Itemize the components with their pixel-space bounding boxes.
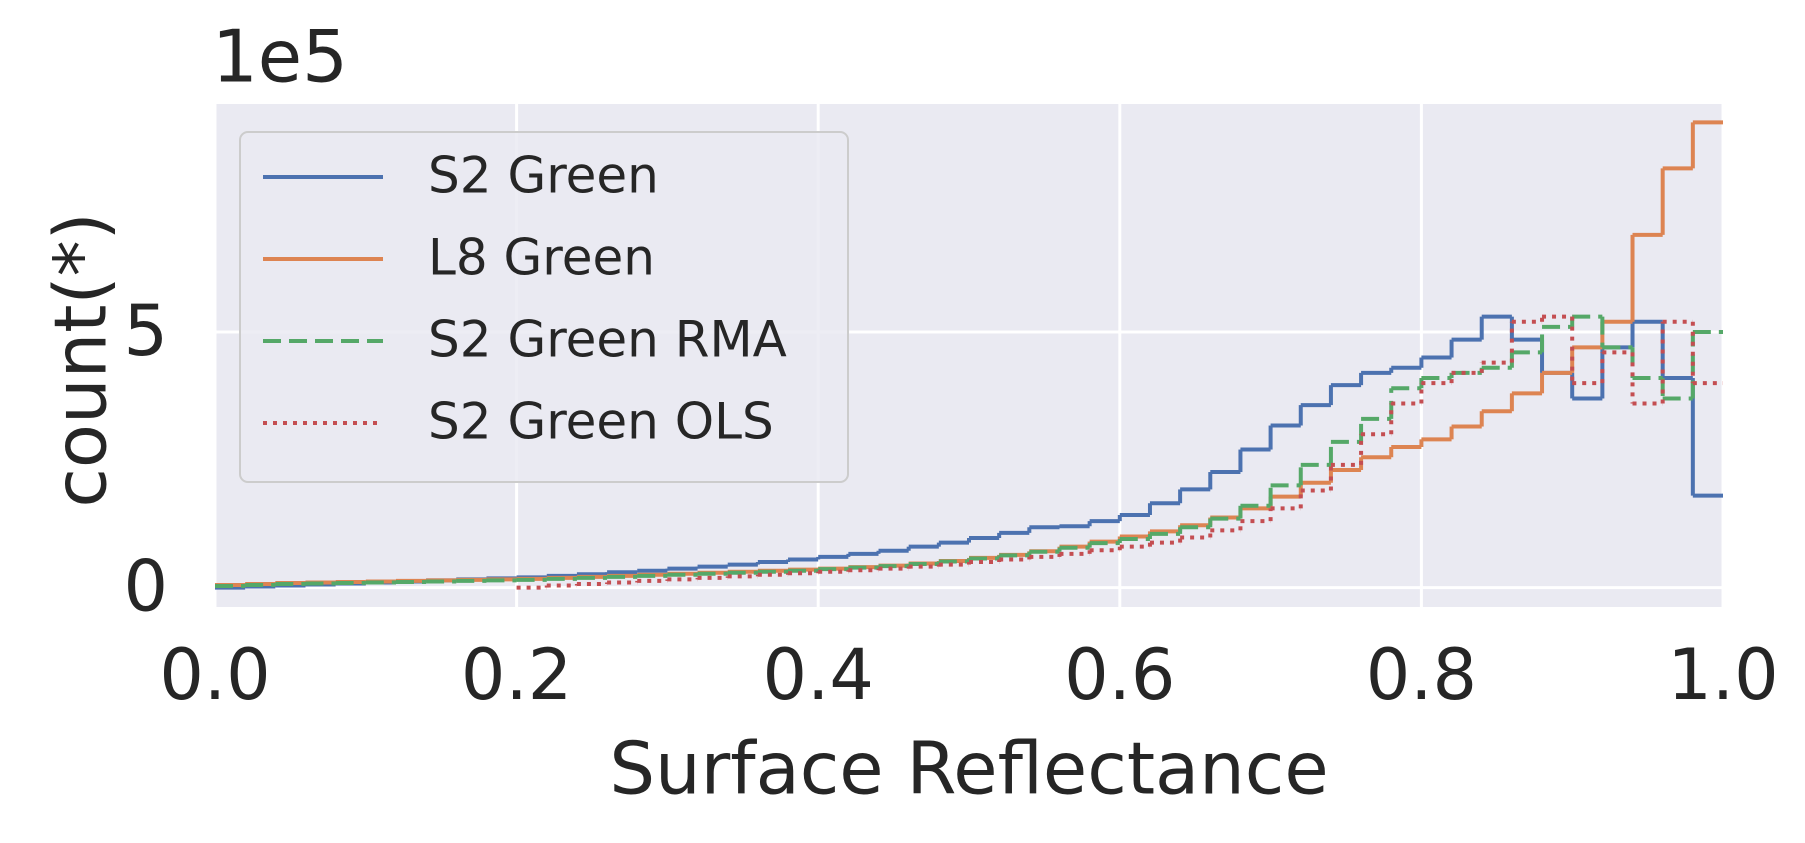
x-axis-label: Surface Reflectance: [609, 727, 1328, 811]
legend-label: L8 Green: [428, 229, 655, 287]
x-tick-label: 0.8: [1366, 634, 1477, 716]
x-tick-label: 0.0: [159, 634, 270, 716]
legend-label: S2 Green: [428, 147, 659, 205]
legend-label: S2 Green OLS: [428, 393, 774, 451]
legend-box: [239, 131, 849, 483]
legend: S2 Green L8 Green S2 Green RMA S2 Green OLS: [239, 131, 849, 483]
x-tick-label: 1.0: [1667, 634, 1778, 716]
x-tick-label: 0.2: [461, 634, 572, 716]
y-tick-label: 0: [123, 546, 168, 628]
x-tick-label: 0.6: [1064, 634, 1175, 716]
marks: [215, 120, 1723, 590]
y-axis-label: count(*): [39, 212, 123, 507]
y-tick-label: 5: [123, 290, 168, 372]
legend-label: S2 Green RMA: [428, 311, 787, 369]
x-tick-label: 0.4: [763, 634, 874, 716]
y-offset-text: 1e5: [212, 15, 348, 99]
